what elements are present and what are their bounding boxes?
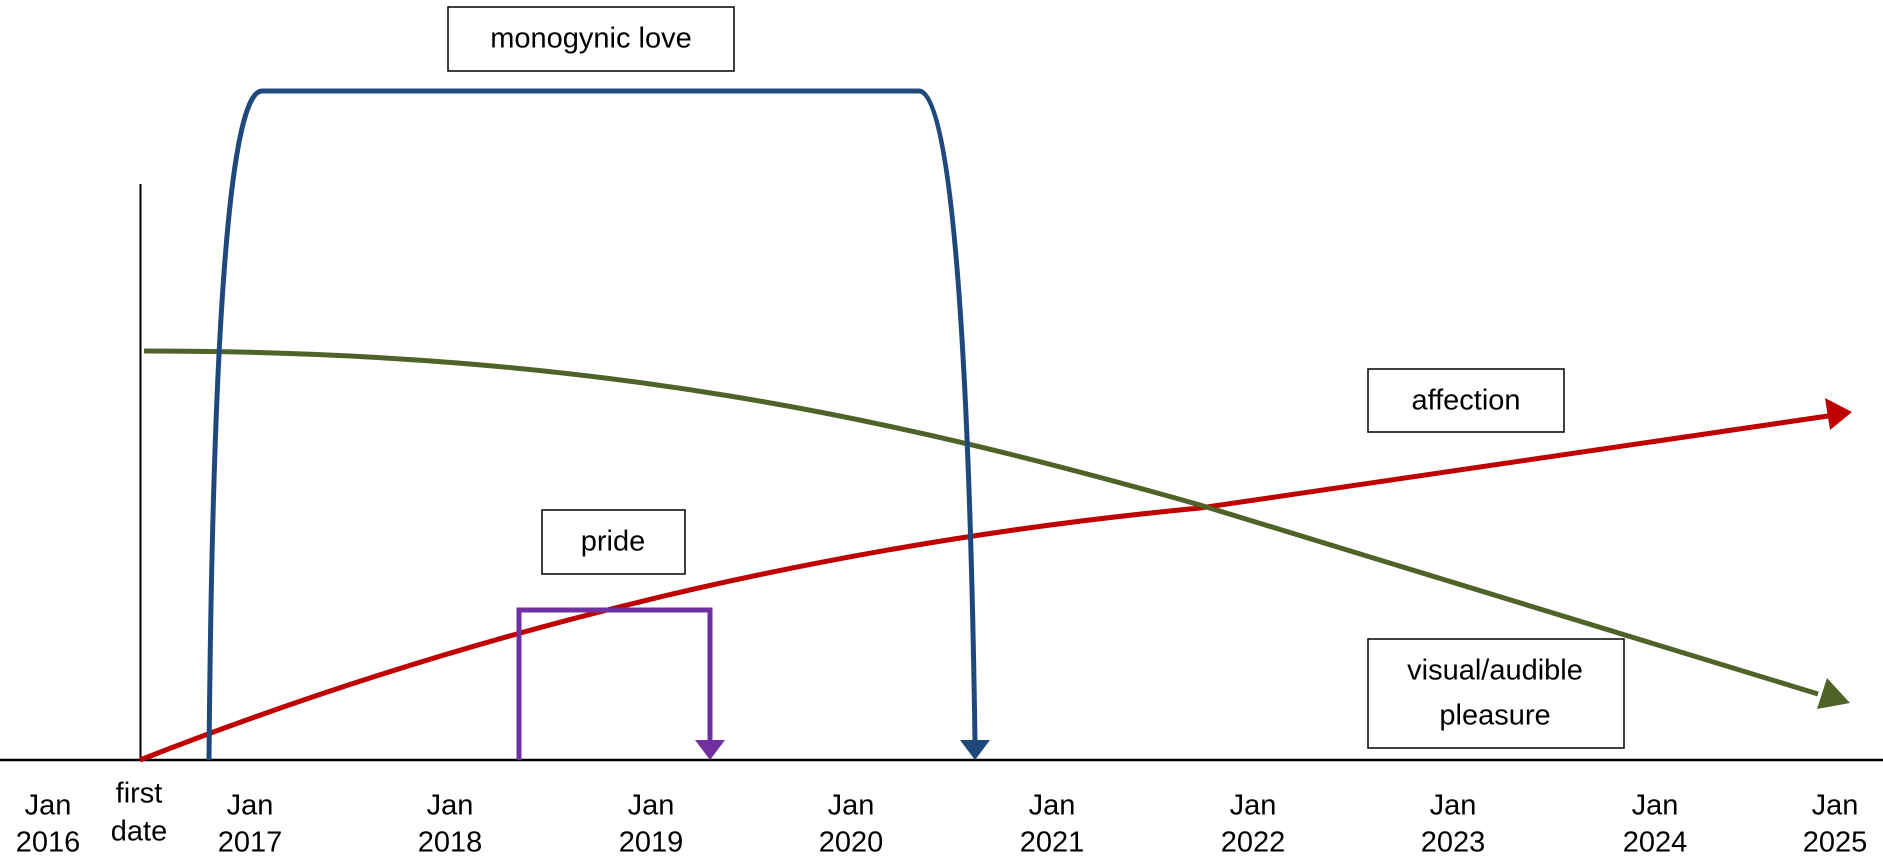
pleasure-curve (143, 348, 1819, 697)
label-box (1367, 368, 1565, 433)
tick-label: Jan (1430, 790, 1477, 822)
tick-label: 2020 (819, 827, 884, 859)
tick-label: Jan (227, 790, 274, 822)
label-box (1367, 638, 1625, 749)
tick-label: 2024 (1623, 827, 1688, 859)
tick-label: 2019 (619, 827, 684, 859)
tick-labels: Jan 2016 Jan 2017 Jan 2018 Jan 2019 Jan 2020 Jan 20… (16, 790, 1868, 859)
affection-label: affection (1411, 385, 1520, 417)
pleasure-label: pleasure (1439, 700, 1550, 732)
pleasure-label: visual/audible (1407, 655, 1583, 687)
first-date-label: date (111, 816, 167, 848)
label-box (541, 509, 686, 575)
tick-label: Jan (427, 790, 474, 822)
affection-curve (139, 413, 1829, 763)
tick-label: Jan (1230, 790, 1277, 822)
tick-label: 2017 (218, 827, 283, 859)
tick-label: 2018 (418, 827, 483, 859)
pride-curve (516, 607, 713, 760)
pride-label: pride (581, 526, 646, 558)
tick-label: 2022 (1221, 827, 1286, 859)
first-date-label: first (116, 778, 163, 810)
tick-label: Jan (628, 790, 675, 822)
tick-label: Jan (1029, 790, 1076, 822)
tick-label: 2025 (1803, 827, 1868, 859)
love-curve (206, 88, 978, 761)
tick-label: Jan (1812, 790, 1859, 822)
tick-label: Jan (25, 790, 72, 822)
tick-label: Jan (828, 790, 875, 822)
label-box (447, 6, 735, 72)
love-label: monogynic love (490, 23, 692, 55)
affection-arrow (1825, 398, 1852, 430)
tick-label: 2023 (1421, 827, 1486, 859)
love-arrow (960, 740, 990, 760)
tick-label: 2021 (1020, 827, 1085, 859)
tick-label: 2016 (16, 827, 81, 859)
pleasure-arrow (1817, 678, 1850, 709)
pride-arrow (695, 740, 725, 760)
tick-label: Jan (1632, 790, 1679, 822)
